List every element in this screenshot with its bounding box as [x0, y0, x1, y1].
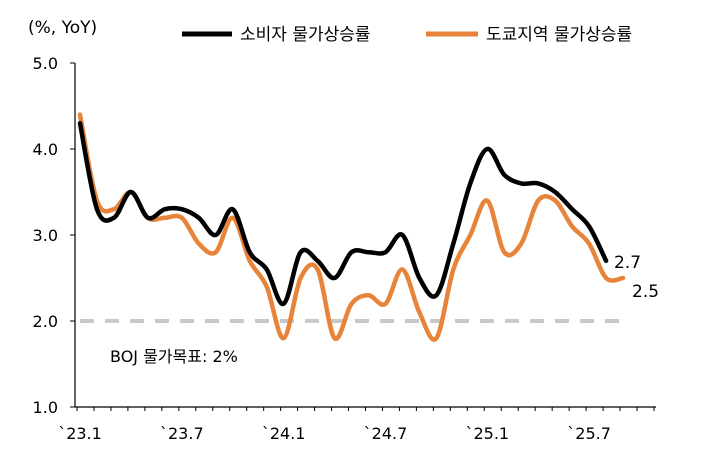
y-tick-label: 2.0 [33, 312, 58, 331]
x-tick-label: `23.1 [58, 424, 102, 443]
legend-label-tokyo: 도쿄지역 물가상승률 [486, 25, 632, 45]
legend: 소비자 물가상승률 도쿄지역 물가상승률 [182, 25, 632, 45]
x-tick-label: `25.1 [465, 424, 509, 443]
y-tick-label: 3.0 [33, 226, 58, 245]
y-tick-label: 1.0 [33, 398, 58, 417]
legend-label-cpi: 소비자 물가상승률 [240, 25, 371, 45]
series-line-tokyo [80, 115, 623, 340]
x-tick-label: `23.7 [160, 424, 204, 443]
end-label-cpi: 2.7 [614, 253, 641, 273]
x-tick-label: `25.7 [567, 424, 611, 443]
reference-line-label: BOJ 물가목표: 2% [110, 347, 238, 366]
end-label-tokyo: 2.5 [632, 282, 659, 302]
x-tick-label: `24.1 [262, 424, 306, 443]
series-line-cpi [80, 123, 606, 304]
x-tick-label: `24.7 [364, 424, 408, 443]
y-tick-label: 5.0 [33, 54, 58, 73]
y-tick-label: 4.0 [33, 140, 58, 159]
y-unit-label: (%, YoY) [28, 18, 97, 38]
